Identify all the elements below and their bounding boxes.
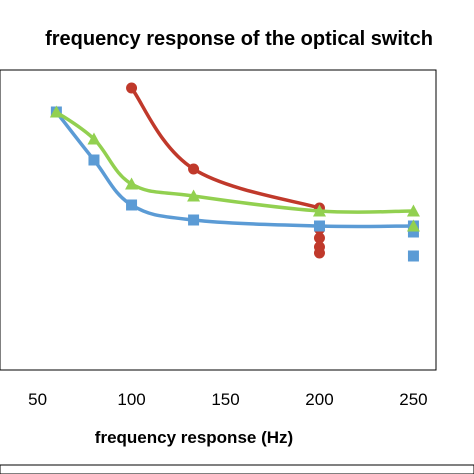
chart-title: frequency response of the optical switch	[45, 28, 433, 50]
series-1-point-1	[126, 82, 138, 94]
x-tick-label-50: 50	[28, 390, 47, 409]
series-3-point-2	[87, 132, 101, 145]
outer-frame-bottom	[0, 464, 474, 474]
series-2-point-8	[407, 250, 419, 262]
series-3-point-7	[406, 219, 420, 232]
series-1-point-2	[188, 163, 200, 175]
series-1-point-5	[313, 232, 325, 244]
x-tick-labels: 50 100 150 200 250	[28, 390, 428, 409]
x-tick-label-200: 200	[305, 390, 333, 409]
series-3-point-6	[406, 204, 420, 217]
series-3-line	[55, 110, 414, 214]
x-tick-label-250: 250	[399, 390, 427, 409]
series-3-point-1	[49, 105, 63, 118]
series-1-line	[130, 86, 321, 210]
x-tick-label-150: 150	[211, 390, 239, 409]
series-2-point-3	[126, 199, 138, 211]
series-2-line	[55, 110, 414, 229]
series-3-point-5	[312, 204, 326, 217]
series-3-point-4	[187, 189, 201, 202]
series-layer	[49, 82, 420, 262]
series-2	[50, 106, 419, 262]
series-1	[126, 82, 325, 259]
series-3	[49, 105, 420, 232]
series-2-point-2	[88, 154, 100, 166]
series-2-point-7	[407, 226, 419, 238]
x-axis-label: frequency response (Hz)	[95, 428, 293, 447]
series-2-point-4	[188, 214, 200, 226]
series-3-point-3	[125, 177, 139, 190]
series-2-point-5	[313, 220, 325, 232]
series-1-point-7	[313, 247, 325, 259]
plot-area-frame	[0, 69, 437, 371]
x-tick-label-100: 100	[117, 390, 145, 409]
